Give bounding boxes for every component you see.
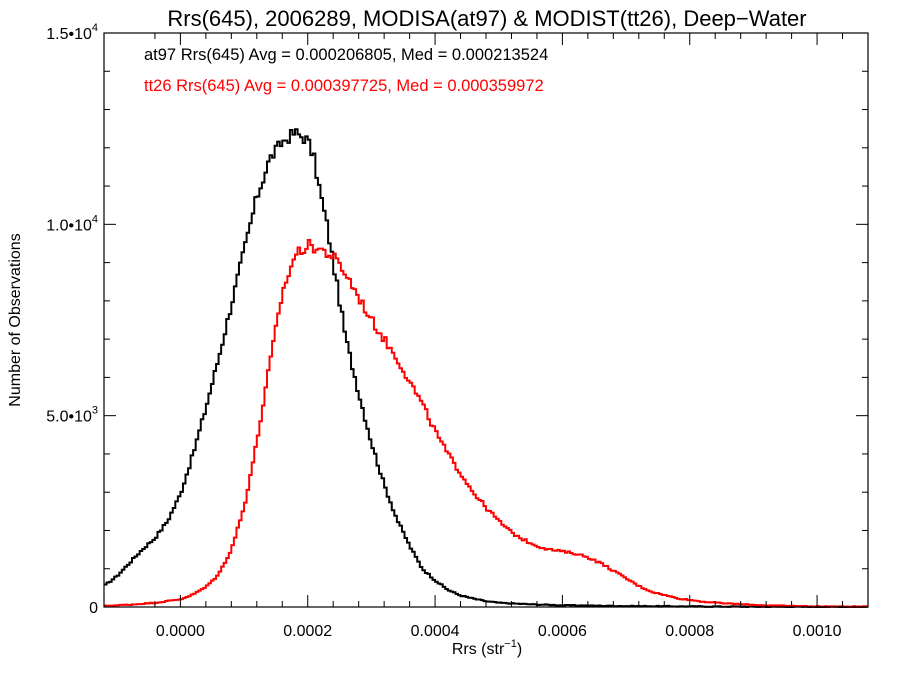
x-axis-label: Rrs (str−1) [452,638,522,658]
annotation-tt26: tt26 Rrs(645) Avg = 0.000397725, Med = 0… [144,77,544,95]
y-tick-label-exponent: 4 [92,213,98,225]
x-axis-label-main: Rrs (str [452,641,505,658]
y-tick-label-exponent: 4 [92,22,98,34]
x-axis-label-close: ) [517,641,522,658]
y-tick-label-base: 0 [89,600,98,617]
series-layer [104,128,868,608]
y-tick-label: 1.0•104 [46,213,98,234]
y-tick-label: 1.5•104 [46,22,98,43]
ticks-layer: 0.0000 0.0002 0.0004 0.0006 0.0008 0.0010 0 5.0… [46,22,869,640]
histogram-series-0 [104,128,868,608]
y-tick-label: 0 [89,600,98,617]
x-tick-label: 0.0010 [793,623,842,640]
x-axis-label-exponent: −1 [504,638,517,650]
x-tick-label: 0.0004 [411,623,460,640]
y-tick-label-base: 5.0•10 [46,409,92,426]
x-tick-label: 0.0002 [283,623,332,640]
x-tick-label: 0.0000 [156,623,205,640]
annotation-at97: at97 Rrs(645) Avg = 0.000206805, Med = 0… [144,46,548,64]
x-tick-label: 0.0006 [538,623,587,640]
plot-frame [103,32,869,608]
y-axis-label: Number of Observations [7,233,24,406]
y-tick-label-exponent: 3 [92,405,98,417]
y-tick-label: 5.0•103 [46,405,98,426]
chart-title: Rrs(645), 2006289, MODISA(at97) & MODIST… [167,6,806,31]
y-tick-label-base: 1.5•10 [46,26,92,43]
x-tick-label: 0.0008 [665,623,714,640]
y-tick-label-base: 1.0•10 [46,217,92,234]
histogram-series-1 [104,239,868,608]
